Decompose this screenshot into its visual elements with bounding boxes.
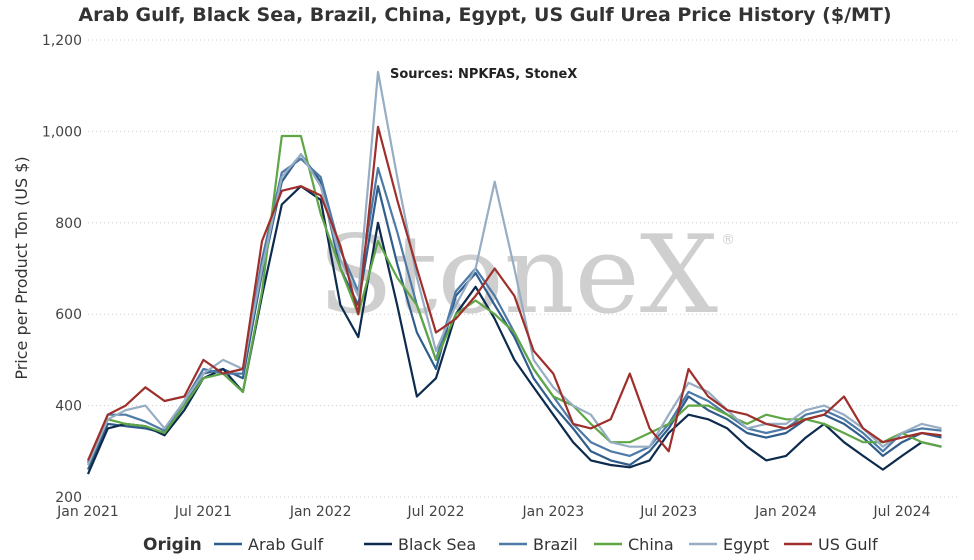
y-tick-label: 1,200 [42, 33, 82, 49]
series-lines [86, 70, 942, 475]
legend-label-black-sea: Black Sea [398, 535, 476, 554]
watermark-text: StoneX [318, 213, 718, 338]
series-line-egypt [86, 70, 942, 466]
y-axis-ticks: 200 400 600 800 1,000 1,200 [42, 33, 82, 506]
legend-label-brazil: Brazil [533, 535, 578, 554]
legend: Origin Arab Gulf Black Sea Brazil China Egyp… [143, 535, 878, 555]
series-line-us-gulf [86, 125, 942, 461]
x-tick-label: Jan 2022 [289, 504, 352, 520]
y-tick-label: 1,000 [42, 124, 82, 140]
legend-label-arab-gulf: Arab Gulf [248, 535, 324, 554]
legend-label-egypt: Egypt [723, 535, 769, 554]
x-tick-label: Jul 2021 [174, 504, 232, 520]
x-tick-label: Jan 2021 [56, 504, 119, 520]
watermark-registered-mark: ® [721, 232, 735, 248]
y-axis-label: Price per Product Ton (US $) [12, 156, 31, 379]
source-annotation: Sources: NPKFAS, StoneX [390, 67, 577, 82]
series-line-black-sea [86, 185, 942, 475]
y-tick-label: 400 [55, 399, 82, 415]
y-tick-label: 200 [55, 490, 82, 506]
x-tick-label: Jul 2024 [873, 504, 931, 520]
x-tick-label: Jul 2023 [639, 504, 697, 520]
chart-title: Arab Gulf, Black Sea, Brazil, China, Egy… [78, 4, 891, 26]
legend-title: Origin [143, 535, 202, 555]
x-tick-label: Jan 2024 [754, 504, 817, 520]
legend-label-china: China [628, 535, 674, 554]
x-tick-label: Jul 2022 [407, 504, 465, 520]
y-tick-label: 800 [55, 216, 82, 232]
series-line-china [86, 134, 942, 466]
legend-label-us-gulf: US Gulf [818, 535, 878, 554]
x-axis-ticks: Jan 2021 Jul 2021 Jan 2022 Jul 2022 Jan 2023… [56, 504, 930, 520]
y-tick-label: 600 [55, 307, 82, 323]
x-tick-label: Jan 2023 [521, 504, 584, 520]
